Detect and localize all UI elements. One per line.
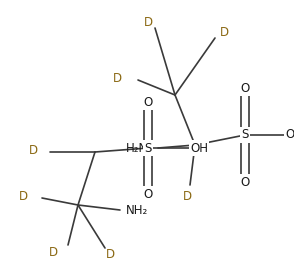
Text: OH: OH	[285, 129, 294, 142]
Text: O: O	[240, 82, 250, 95]
Text: NH₂: NH₂	[126, 204, 148, 216]
Text: O: O	[240, 176, 250, 188]
Text: D: D	[113, 72, 122, 84]
Text: D: D	[220, 26, 229, 39]
Text: S: S	[144, 142, 152, 154]
Text: D: D	[29, 144, 38, 157]
Text: D: D	[106, 248, 115, 261]
Text: S: S	[241, 129, 249, 142]
Text: H₂N: H₂N	[126, 142, 148, 154]
Text: OH: OH	[190, 142, 208, 154]
Text: D: D	[19, 190, 28, 202]
Text: D: D	[183, 190, 192, 202]
Text: D: D	[49, 246, 58, 258]
Text: D: D	[143, 16, 153, 29]
Text: O: O	[143, 187, 153, 200]
Text: O: O	[143, 96, 153, 109]
